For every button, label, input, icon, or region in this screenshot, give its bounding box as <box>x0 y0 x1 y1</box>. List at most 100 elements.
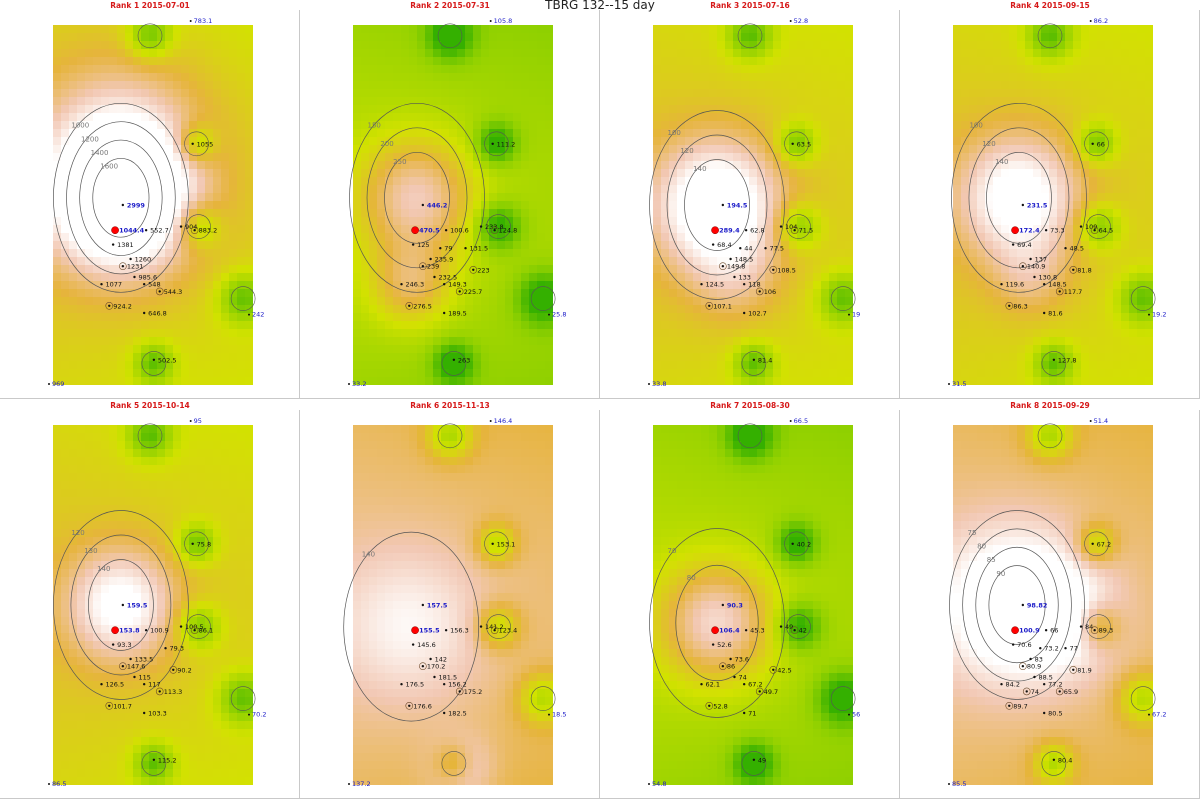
field-cell <box>101 49 109 57</box>
field-cell <box>693 153 701 161</box>
field-cell <box>173 193 181 201</box>
field-cell <box>53 241 61 249</box>
field-cell <box>845 313 853 321</box>
field-cell <box>221 97 229 105</box>
field-cell <box>789 65 797 73</box>
field-cell <box>165 313 173 321</box>
field-cell <box>1113 65 1121 73</box>
field-cell <box>189 113 197 121</box>
field-cell <box>1137 337 1145 345</box>
field-cell <box>61 449 69 457</box>
station-dot <box>721 203 725 207</box>
field-cell <box>385 57 393 65</box>
field-cell <box>101 89 109 97</box>
figure-title: TBRG 132--15 day <box>545 0 655 12</box>
field-cell <box>1009 233 1017 241</box>
field-cell <box>133 217 141 225</box>
field-cell <box>1105 233 1113 241</box>
field-cell <box>205 241 213 249</box>
field-cell <box>985 97 993 105</box>
field-cell <box>845 161 853 169</box>
field-cell <box>1129 233 1137 241</box>
field-cell <box>1033 153 1041 161</box>
field-cell <box>189 57 197 65</box>
field-cell <box>545 105 553 113</box>
field-cell <box>993 233 1001 241</box>
field-raster <box>53 425 253 785</box>
field-cell <box>773 305 781 313</box>
field-cell <box>1025 201 1033 209</box>
field-cell <box>213 281 221 289</box>
field-cell <box>165 297 173 305</box>
field-cell <box>693 209 701 217</box>
field-cell <box>353 377 361 385</box>
field-cell <box>141 73 149 81</box>
field-cell <box>1057 297 1065 305</box>
field-cell <box>1001 121 1009 129</box>
field-cell <box>449 129 457 137</box>
field-cell <box>93 121 101 129</box>
field-cell <box>1017 225 1025 233</box>
field-cell <box>117 169 125 177</box>
field-cell <box>757 305 765 313</box>
field-cell <box>1001 337 1009 345</box>
field-cell <box>1009 257 1017 265</box>
field-cell <box>1081 177 1089 185</box>
field-cell <box>717 369 725 377</box>
field-cell <box>961 105 969 113</box>
field-cell <box>205 57 213 65</box>
field-cell <box>165 305 173 313</box>
field-cell <box>497 313 505 321</box>
contour-line <box>741 351 767 376</box>
field-cell <box>125 433 133 441</box>
field-cell <box>353 121 361 129</box>
field-cell <box>369 273 377 281</box>
field-cell <box>385 97 393 105</box>
field-cell <box>449 41 457 49</box>
field-cell <box>85 129 93 137</box>
field-cell <box>245 185 253 193</box>
field-cell <box>77 481 85 489</box>
field-cell <box>449 297 457 305</box>
field-cell <box>465 257 473 265</box>
field-cell <box>417 297 425 305</box>
field-cell <box>181 57 189 65</box>
field-cell <box>813 81 821 89</box>
field-cell <box>149 201 157 209</box>
field-cell <box>977 49 985 57</box>
field-cell <box>425 25 433 33</box>
field-cell <box>1065 297 1073 305</box>
field-cell <box>953 185 961 193</box>
field-cell <box>117 425 125 433</box>
station-value-label: 149.8 <box>727 263 746 271</box>
field-cell <box>845 185 853 193</box>
field-cell <box>797 89 805 97</box>
field-cell <box>165 241 173 249</box>
field-cell <box>441 89 449 97</box>
field-cell <box>197 345 205 353</box>
field-cell <box>61 441 69 449</box>
field-cell <box>149 121 157 129</box>
field-cell <box>1089 25 1097 33</box>
field-cell <box>669 345 677 353</box>
field-cell <box>837 177 845 185</box>
field-cell <box>69 57 77 65</box>
field-cell <box>353 89 361 97</box>
station-dot <box>100 283 103 286</box>
field-cell <box>165 89 173 97</box>
field-cell <box>377 265 385 273</box>
field-cell <box>821 257 829 265</box>
field-cell <box>1033 129 1041 137</box>
field-cell <box>1017 177 1025 185</box>
field-cell <box>369 225 377 233</box>
field-cell <box>141 497 149 505</box>
field-cell <box>141 313 149 321</box>
field-cell <box>733 225 741 233</box>
field-cell <box>245 73 253 81</box>
field-cell <box>781 177 789 185</box>
field-cell <box>733 321 741 329</box>
field-cell <box>749 41 757 49</box>
field-cell <box>77 89 85 97</box>
field-cell <box>481 185 489 193</box>
field-cell <box>77 113 85 121</box>
